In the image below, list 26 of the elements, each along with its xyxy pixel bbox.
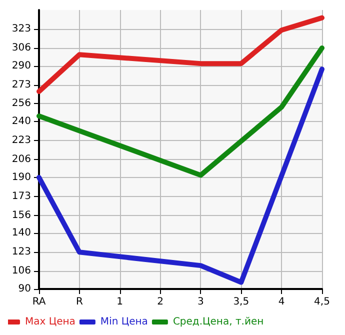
y-tick-label: 323 — [12, 23, 31, 34]
x-tick-label: 3 — [198, 296, 204, 308]
legend-label: Сред.Цена, т.йен — [172, 316, 264, 328]
y-tick-label: 106 — [12, 266, 31, 277]
y-tick-label: 140 — [12, 228, 31, 239]
x-tick-label: 4,5 — [314, 296, 330, 308]
y-tick-label: 240 — [12, 116, 31, 128]
y-tick-label: 223 — [12, 135, 31, 146]
y-tick-label: 273 — [12, 79, 31, 90]
x-tick-label: 2 — [157, 296, 164, 308]
x-tick-label: 4 — [278, 296, 285, 308]
x-tick-label: R — [76, 296, 83, 308]
x-tick-label: RA — [32, 296, 46, 308]
y-tick-label: 206 — [12, 154, 31, 166]
legend-label: Max Цена — [25, 316, 76, 328]
legend-label: Min Цена — [100, 316, 148, 328]
y-tick-label: 156 — [12, 210, 31, 221]
x-tick-label: 3,5 — [233, 296, 250, 308]
y-tick-label: 290 — [12, 60, 31, 72]
y-tick-label: 256 — [12, 98, 31, 110]
x-tick-label: 1 — [116, 296, 124, 308]
y-tick-label: 173 — [12, 190, 31, 202]
y-tick-label: 190 — [12, 172, 31, 183]
y-tick-label: 90 — [18, 284, 31, 294]
y-tick-label: 306 — [12, 42, 31, 54]
y-tick-label: 123 — [12, 246, 31, 258]
